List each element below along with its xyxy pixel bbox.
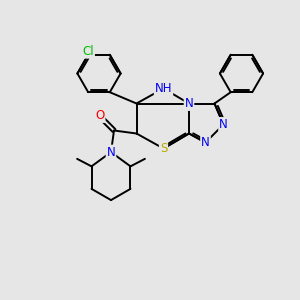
Text: N: N <box>219 118 228 131</box>
Text: N: N <box>184 97 194 110</box>
Text: N: N <box>201 136 210 149</box>
Text: O: O <box>95 109 104 122</box>
Text: S: S <box>160 142 167 155</box>
Text: Cl: Cl <box>82 45 94 58</box>
Text: NH: NH <box>155 82 172 95</box>
Text: N: N <box>106 146 116 159</box>
